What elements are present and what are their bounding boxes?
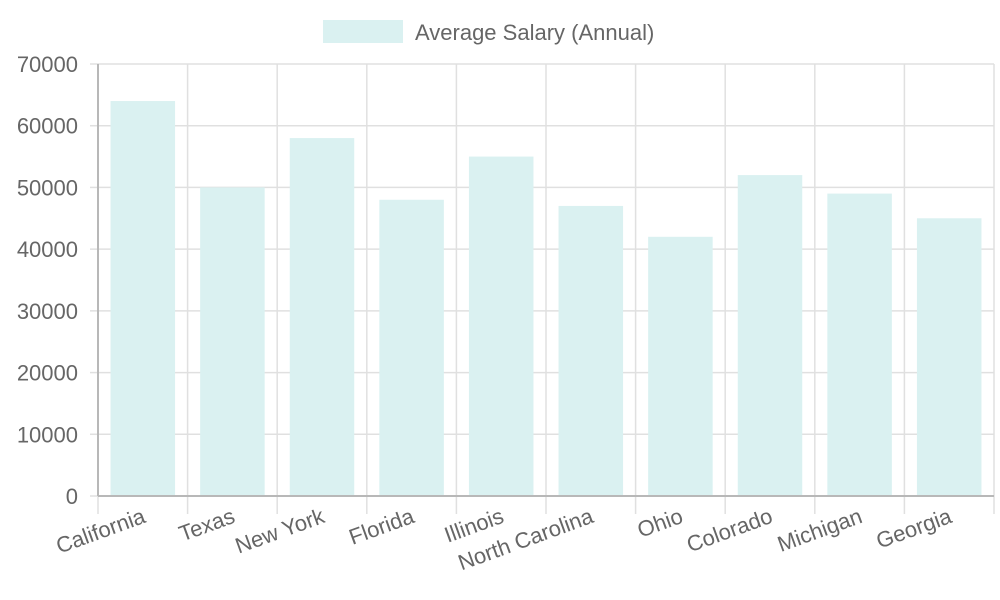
bar[interactable] <box>110 101 176 497</box>
legend-swatch <box>323 20 403 43</box>
legend[interactable]: Average Salary (Annual) <box>323 20 654 45</box>
bar[interactable] <box>558 205 624 496</box>
bar[interactable] <box>648 236 713 497</box>
y-tick-label: 10000 <box>17 422 78 447</box>
x-tick-label: Colorado <box>683 503 775 557</box>
y-axis-labels: 0 10000 20000 30000 40000 50000 60000 70000 <box>17 52 78 509</box>
y-tick-label: 20000 <box>17 361 78 386</box>
bar[interactable] <box>289 138 355 497</box>
x-tick-label: Michigan <box>774 503 865 557</box>
y-tick-label: 70000 <box>17 52 78 77</box>
y-tick-label: 30000 <box>17 299 78 324</box>
bar[interactable] <box>379 199 444 496</box>
y-tick-label: 40000 <box>17 237 78 262</box>
x-tick-label: Florida <box>346 503 418 550</box>
legend-label: Average Salary (Annual) <box>415 20 654 45</box>
y-tick-label: 60000 <box>17 114 78 139</box>
axes <box>90 63 995 514</box>
x-tick-label: California <box>53 503 150 559</box>
x-tick-label: Ohio <box>634 503 686 542</box>
x-tick-label: New York <box>232 503 329 559</box>
bar[interactable] <box>737 175 803 497</box>
x-tick-label: Texas <box>176 503 239 546</box>
y-tick-label: 0 <box>66 484 78 509</box>
y-tick-label: 50000 <box>17 175 78 200</box>
bar[interactable] <box>827 193 892 496</box>
x-tick-label: Georgia <box>873 503 956 554</box>
bar[interactable] <box>916 218 982 497</box>
bar[interactable] <box>200 187 265 496</box>
bars <box>110 101 982 497</box>
bar[interactable] <box>468 156 534 497</box>
